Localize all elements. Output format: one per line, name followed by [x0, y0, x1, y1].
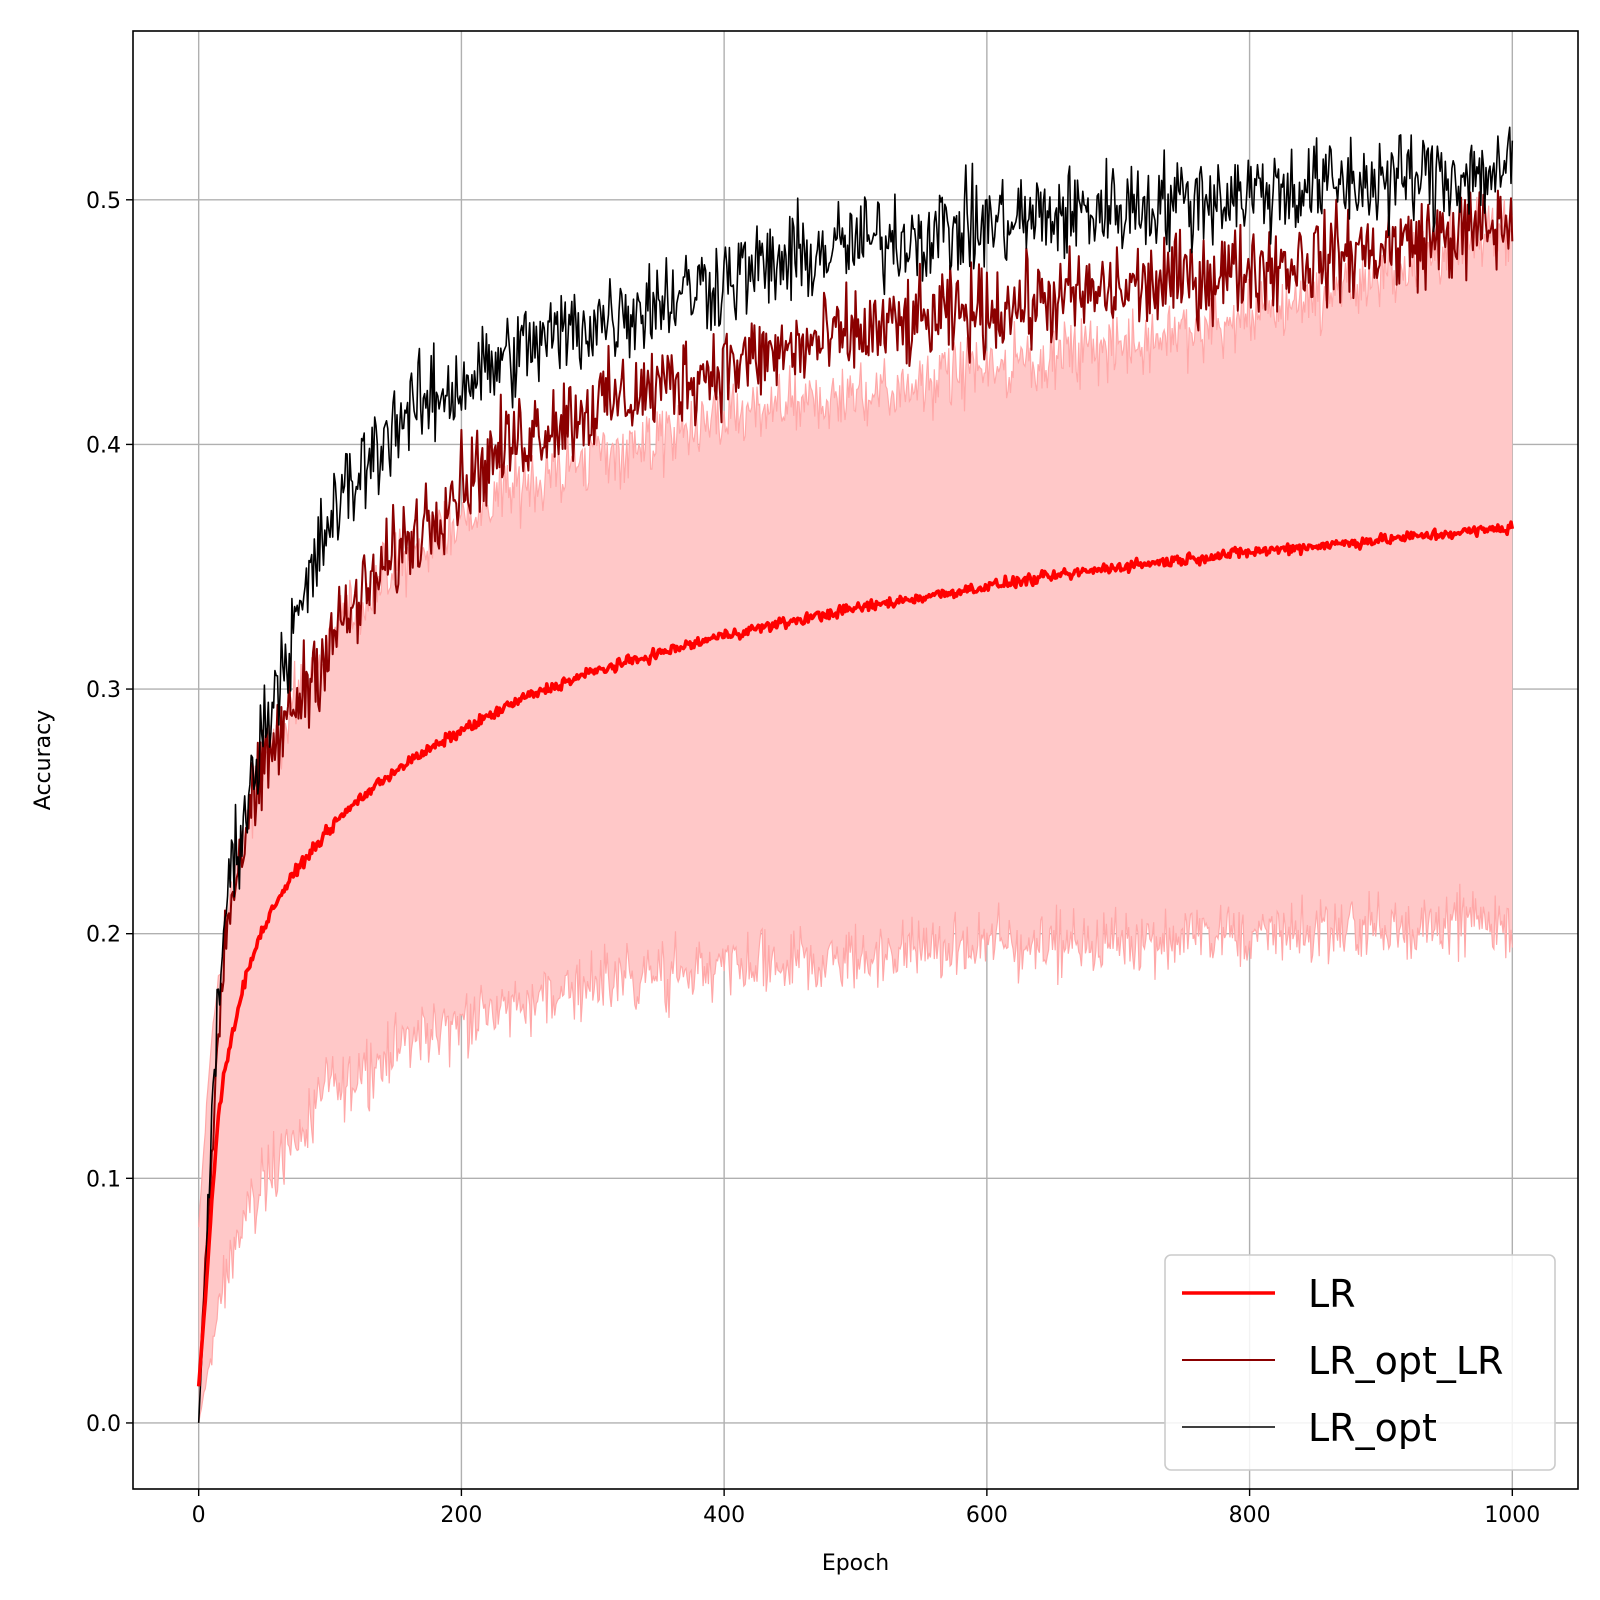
x-axis-label: Epoch — [822, 1551, 889, 1576]
y-tick-label: 0.0 — [86, 1412, 121, 1437]
series-line-lr-opt-lr — [197, 189, 1514, 1387]
y-tick-label: 0.1 — [86, 1167, 121, 1192]
y-tick-label: 0.4 — [86, 433, 121, 458]
x-tick-label: 400 — [703, 1503, 745, 1528]
y-tick-label: 0.3 — [86, 678, 121, 703]
x-ticks: 0 200 400 600 800 1000 — [192, 1489, 1540, 1528]
series-line-lr — [196, 520, 1515, 1387]
y-axis-label: Accuracy — [31, 710, 56, 810]
y-tick-label: 0.2 — [86, 923, 121, 948]
legend: LR LR_opt_LR LR_opt — [1164, 1254, 1556, 1471]
x-tick-label: 800 — [1229, 1503, 1271, 1528]
x-tick-label: 600 — [966, 1503, 1008, 1528]
legend-label-lr-opt-lr: LR_opt_LR — [1308, 1339, 1503, 1383]
y-ticks: 0.0 0.1 0.2 0.3 0.4 0.5 — [86, 189, 133, 1437]
legend-label-lr: LR — [1308, 1272, 1356, 1316]
x-tick-label: 200 — [440, 1503, 482, 1528]
band-lower-edge — [198, 883, 1513, 1423]
series-line-lr-opt — [197, 126, 1514, 1423]
series-lines — [196, 126, 1515, 1423]
x-tick-label: 0 — [192, 1503, 206, 1528]
y-tick-label: 0.5 — [86, 189, 121, 214]
band-area — [198, 196, 1513, 1423]
x-tick-label: 1000 — [1484, 1503, 1540, 1528]
legend-label-lr-opt: LR_opt — [1308, 1406, 1437, 1450]
legend-box — [1164, 1254, 1556, 1471]
plot-frame — [132, 30, 1579, 1490]
